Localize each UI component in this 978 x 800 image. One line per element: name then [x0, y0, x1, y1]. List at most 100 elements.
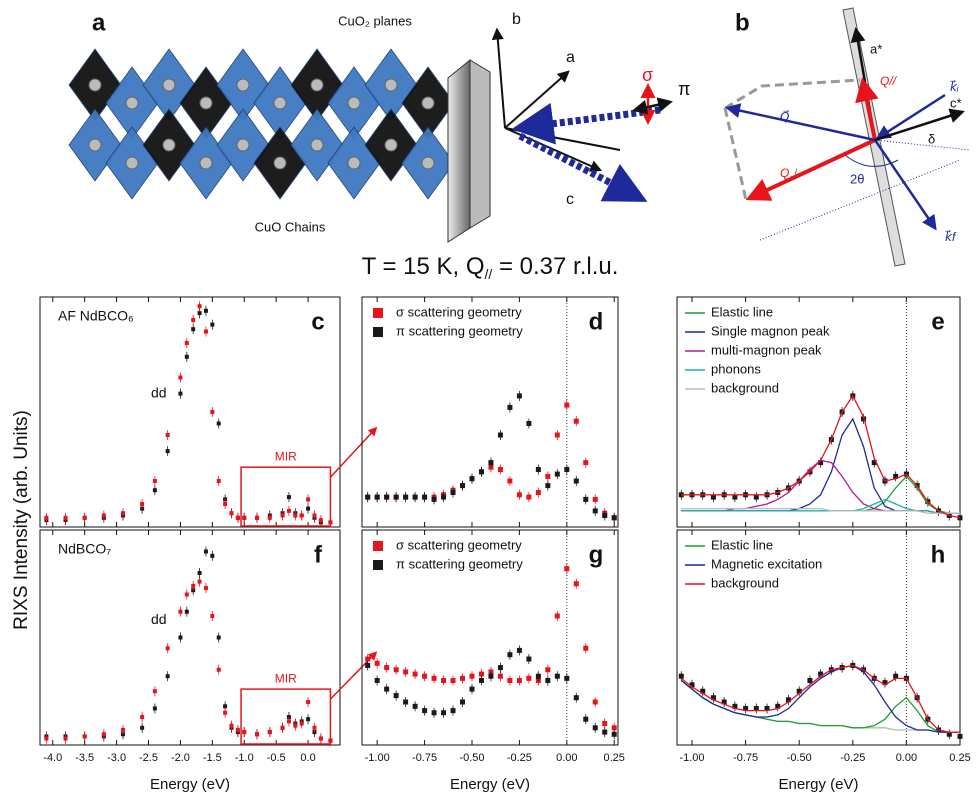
- data-point: [545, 678, 551, 683]
- x-tick-label: -0.50: [787, 752, 812, 764]
- fit-line: [681, 394, 961, 519]
- data-point: [293, 723, 298, 728]
- data-point: [893, 473, 899, 479]
- data-point: [507, 652, 513, 658]
- data-point: [957, 733, 963, 739]
- data-point: [306, 717, 311, 722]
- legend-swatch: [373, 560, 383, 570]
- data-point: [403, 699, 409, 705]
- data-point: [412, 671, 418, 677]
- panel-label: f: [314, 541, 323, 568]
- data-point: [216, 635, 221, 640]
- data-point: [497, 665, 503, 671]
- legend-label: background: [711, 380, 779, 395]
- data-point: [796, 688, 802, 694]
- data-point: [478, 678, 484, 683]
- data-point: [216, 479, 221, 483]
- data-point: [785, 697, 791, 703]
- x-tick-label: -1.0: [235, 752, 254, 764]
- data-point: [374, 494, 380, 500]
- data-point: [374, 678, 380, 683]
- atom: [88, 78, 102, 92]
- data-point: [775, 703, 781, 709]
- data-point: [120, 511, 125, 516]
- legend-label: Magnetic excitation: [711, 556, 822, 571]
- diagram-b: b a* Q// Q⊥ Q⃗ k⃗ᵢ k⃗f c* δ 2θ: [723, 7, 971, 267]
- data-point: [44, 515, 49, 520]
- x-axis-label: Energy (eV): [778, 776, 858, 793]
- data-point: [178, 609, 183, 614]
- axis-b: [491, 27, 506, 129]
- label: k⃗f: [945, 230, 957, 244]
- data-point: [318, 518, 323, 523]
- data-point: [393, 693, 399, 699]
- data-point: [184, 592, 189, 597]
- data-point: [422, 708, 428, 714]
- mir-label: MIR: [275, 449, 297, 463]
- data-point: [583, 460, 589, 466]
- outgoing-beam: [518, 132, 648, 202]
- data-point: [152, 488, 157, 493]
- data-point: [210, 410, 215, 414]
- data-point: [203, 329, 208, 334]
- data-point: [564, 566, 570, 572]
- data-point: [526, 675, 532, 681]
- title-part: T = 15 K, Q: [362, 253, 485, 280]
- data-point: [554, 673, 560, 679]
- data-point: [280, 725, 285, 730]
- data-point: [431, 496, 437, 502]
- data-point: [210, 553, 215, 558]
- data-point: [583, 496, 589, 502]
- data-point: [255, 515, 260, 520]
- data-point: [592, 496, 598, 502]
- atom: [273, 156, 287, 170]
- data-point: [280, 513, 285, 518]
- panel-label: e: [931, 308, 944, 335]
- atom: [125, 156, 139, 170]
- data-point: [753, 705, 759, 711]
- data-point: [497, 432, 503, 438]
- data-point: [441, 710, 447, 716]
- data-point: [732, 703, 738, 709]
- data-point: [178, 391, 183, 396]
- diagram-a: a CuO₂ planes CuO Chains b a c σ π: [68, 9, 690, 243]
- panel-label: d: [589, 308, 604, 335]
- data-point: [573, 695, 579, 701]
- data-point: [583, 716, 589, 722]
- atom: [384, 78, 398, 92]
- legend-label: background: [711, 575, 779, 590]
- data-point: [516, 393, 522, 399]
- data-point: [564, 402, 570, 408]
- data-point: [197, 571, 202, 575]
- data-point: [223, 704, 228, 709]
- data-point: [743, 705, 749, 711]
- data-point: [267, 730, 272, 735]
- data-point: [299, 513, 304, 518]
- data-point: [312, 513, 317, 518]
- label: Q⃗: [780, 110, 789, 124]
- data-point: [488, 673, 494, 679]
- data-point: [286, 719, 291, 724]
- axis-a: [504, 70, 570, 129]
- data-point: [460, 675, 466, 681]
- data-point: [229, 723, 234, 728]
- data-point: [573, 581, 579, 587]
- data-point: [526, 656, 532, 662]
- label: k⃗ᵢ: [950, 80, 959, 94]
- mir-box: [240, 466, 332, 527]
- plot-frame: [39, 296, 341, 528]
- sample-label: NdBCO₇: [58, 541, 111, 557]
- data-point: [184, 609, 189, 614]
- x-tick-label: -0.50: [459, 752, 484, 764]
- sample-label: AF NdBCO₆: [58, 308, 134, 324]
- x-tick-label: -0.75: [412, 752, 437, 764]
- data-point: [583, 645, 589, 651]
- x-tick-label: -1.5: [203, 752, 222, 764]
- legend-label: π scattering geometry: [396, 323, 523, 338]
- data-point: [365, 656, 371, 662]
- data-point: [374, 660, 380, 666]
- angle-arc: [844, 154, 899, 167]
- data-point: [101, 513, 106, 518]
- label: Q//: [880, 74, 898, 88]
- legend-label: Single magnon peak: [711, 323, 830, 338]
